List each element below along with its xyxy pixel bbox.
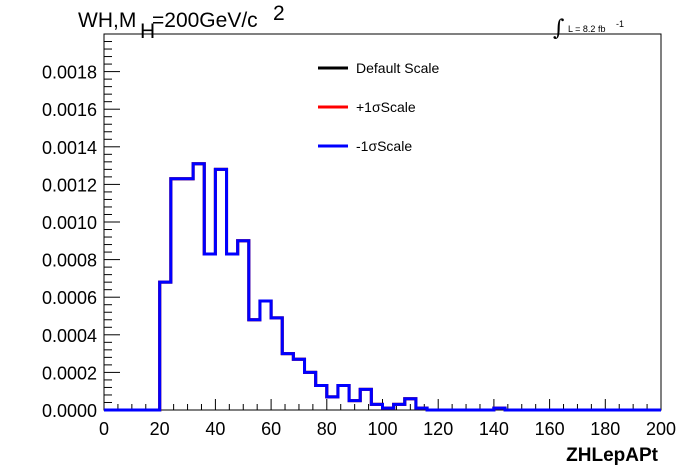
x-tick-label: 120 (423, 419, 453, 439)
y-tick-label: 0.0018 (42, 63, 97, 83)
series-group (104, 162, 661, 412)
x-tick-label: 200 (646, 419, 676, 439)
y-tick-label: 0.0008 (42, 251, 97, 271)
legend-label-plus1sigma: +1σScale (356, 99, 416, 115)
x-tick-label: 60 (261, 419, 281, 439)
integral-symbol: ∫ (553, 16, 565, 41)
chart-title-superscript: 2 (273, 2, 285, 25)
y-tick-label: 0.0010 (42, 213, 97, 233)
x-tick-label: 80 (317, 419, 337, 439)
series-plus1sigma-scale (104, 162, 661, 412)
lumi-label: L = 8.2 fb (568, 24, 605, 34)
y-tick-label: 0.0012 (42, 175, 97, 195)
chart-title-subscript: H (140, 20, 155, 43)
y-tick-label: 0.0016 (42, 100, 97, 120)
x-axis: 0 20 40 60 80 100 120 140 160 180 200 (99, 399, 676, 439)
series-minus1sigma-scale (104, 162, 661, 412)
y-tick-label: 0.0002 (42, 363, 97, 383)
x-tick-label: 100 (367, 419, 397, 439)
legend-label-minus1sigma: -1σScale (356, 138, 412, 154)
chart-title-main: WH,M (78, 9, 136, 32)
y-tick-label: 0.0014 (42, 138, 97, 158)
x-tick-label: 140 (479, 419, 509, 439)
plot-frame (103, 33, 662, 411)
y-tick-label: 0.0006 (42, 288, 97, 308)
y-axis: 0.0000 0.0002 0.0004 0.0006 0.0008 0.0010 0.00… (42, 33, 120, 421)
chart-title-rest: =200GeV/c (152, 9, 258, 32)
lumi-superscript: -1 (616, 19, 624, 29)
series-default-scale (104, 162, 661, 412)
y-tick-label: 0.0000 (42, 401, 97, 421)
x-tick-label: 20 (150, 419, 170, 439)
x-tick-label: 40 (205, 419, 225, 439)
x-tick-label: 0 (99, 419, 109, 439)
legend-label-default: Default Scale (356, 60, 439, 76)
x-tick-label: 180 (590, 419, 620, 439)
x-axis-title: ZHLepAPt (566, 445, 659, 466)
legend: Default Scale +1σScale -1σScale (318, 60, 439, 154)
y-tick-label: 0.0004 (42, 326, 97, 346)
x-tick-label: 160 (535, 419, 565, 439)
